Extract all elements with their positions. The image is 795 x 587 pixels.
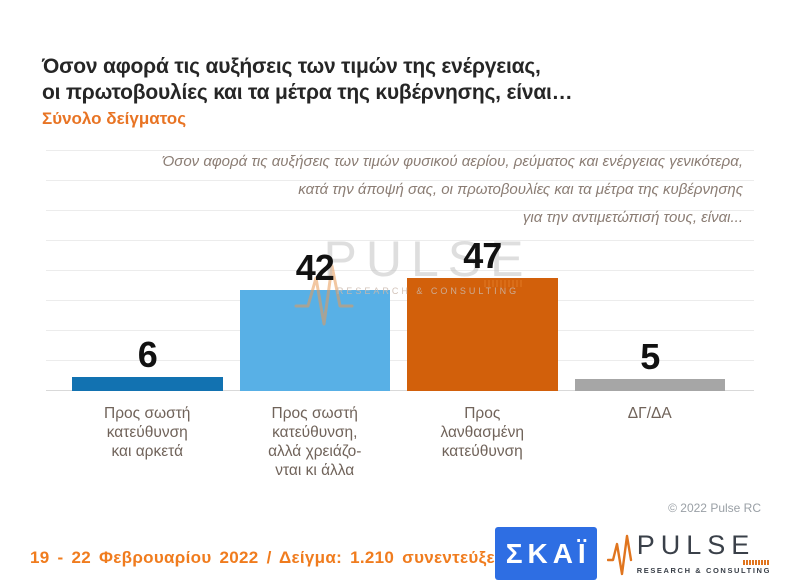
pulse-logo-word: PULSE bbox=[636, 530, 756, 560]
copyright-note: © 2022 Pulse RC bbox=[668, 501, 761, 515]
skai-logo: ΣΚΑΪ bbox=[494, 527, 597, 580]
bar-column bbox=[407, 278, 558, 391]
pulse-heartbeat-icon bbox=[606, 534, 632, 575]
pulse-logo-text-block: PULSE RESEARCH & CONSULTING bbox=[636, 530, 771, 576]
pulse-logo-tagline: RESEARCH & CONSULTING bbox=[636, 566, 771, 575]
skai-logo-text: ΣΚΑΪ bbox=[505, 537, 591, 569]
watermark-barcode bbox=[484, 280, 524, 287]
plot-area bbox=[46, 150, 754, 391]
question-annotation: Όσον αφορά τις αυξήσεις των τιμών φυσικο… bbox=[162, 153, 743, 226]
bar-column bbox=[72, 377, 223, 391]
pulse-logo: PULSE RESEARCH & CONSULTING bbox=[606, 530, 771, 578]
bar-pros-sosti-alla bbox=[239, 290, 390, 391]
bars-layer bbox=[46, 150, 754, 391]
chart-subtitle: Σύνολο δείγματος bbox=[42, 109, 187, 128]
bar-column bbox=[239, 290, 390, 391]
category-label: Προς σωστή κατεύθυνση και αρκετά bbox=[104, 405, 191, 460]
pulse-logo-sub: RESEARCH & CONSULTING bbox=[637, 559, 771, 575]
pulse-barcode-icon bbox=[743, 560, 769, 565]
pulse-heartbeat-icon bbox=[294, 264, 354, 326]
category-labels-row: Προς σωστή κατεύθυνση και αρκετά Προς σω… bbox=[46, 404, 754, 480]
footer-date-sample: 19 - 22 Φεβρουαρίου 2022 / Δείγμα: 1.210… bbox=[30, 548, 510, 567]
category-label: Προς λανθασμένη κατεύθυνση bbox=[440, 405, 525, 460]
bar-column bbox=[574, 379, 725, 391]
watermark-word: PULSE bbox=[323, 231, 533, 287]
category-label: Προς σωστή κατεύθυνση, αλλά χρειάζο- ντα… bbox=[268, 405, 362, 479]
bar-pros-sosti-arketa bbox=[72, 377, 223, 391]
chart-title: Όσον αφορά τις αυξήσεις των τιμών της εν… bbox=[42, 55, 573, 104]
bar-lanthasmeni bbox=[407, 278, 558, 391]
bar-dg-da bbox=[574, 379, 725, 391]
pulse-watermark: PULSE RESEARCH & CONSULTING bbox=[294, 231, 558, 326]
watermark-tagline: RESEARCH & CONSULTING bbox=[336, 286, 520, 296]
category-label: ΔΓ/ΔΑ bbox=[627, 405, 672, 422]
logos-row: ΣΚΑΪ PULSE RESEARCH & CONSULTING bbox=[494, 527, 771, 580]
